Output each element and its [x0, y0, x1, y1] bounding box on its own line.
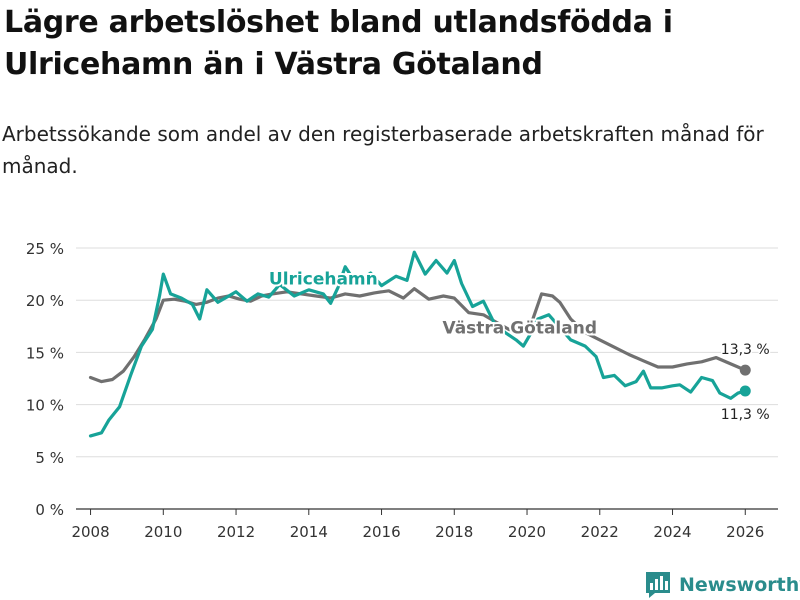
- vastra-gotaland-end-label: 13,3 %: [721, 342, 770, 358]
- y-tick-label: 5 %: [35, 449, 64, 467]
- x-tick-label: 2012: [217, 523, 255, 541]
- y-tick-label: 20 %: [26, 292, 64, 310]
- chart-subtitle: Arbetssökande som andel av den registerb…: [2, 122, 764, 178]
- gridlines: [76, 247, 778, 510]
- ulricehamn-line: [88, 250, 747, 438]
- series-lines: [88, 250, 751, 438]
- newsworthy-logo: Newsworthy: [645, 570, 800, 600]
- y-axis-ticks: 0 % 5 % 10 % 15 % 20 % 25 %: [26, 240, 64, 519]
- chart-title: Lägre arbetslöshet bland utlandsfödda i …: [4, 5, 673, 82]
- vastra-gotaland-series-label: Västra Götaland: [442, 318, 597, 338]
- y-tick-label: 15 %: [26, 344, 64, 362]
- x-axis-ticks: 2008 2010 2012 2014 2016 2018 2020 2022 2024 2026: [71, 509, 764, 541]
- line-chart: 0 %5 %10 %15 %20 %25 % 2008 2010 2012 2014 2…: [26, 240, 778, 541]
- x-tick-label: 2022: [581, 523, 619, 541]
- brand-name: Newsworthy: [679, 574, 800, 596]
- bar-chart-logo-icon: [646, 572, 670, 598]
- vastra-gotaland-line: [88, 287, 747, 384]
- series-labels: Ulricehamn Västra Götaland 13,3 % 11,3 %: [267, 267, 771, 424]
- x-tick-label: 2008: [71, 523, 109, 541]
- x-tick-label: 2020: [508, 523, 546, 541]
- vastra-gotaland-end-point: [739, 364, 751, 376]
- x-tick-label: 2010: [144, 523, 182, 541]
- x-tick-label: 2014: [290, 523, 328, 541]
- ulricehamn-series-label: Ulricehamn: [269, 269, 378, 289]
- y-tick-label: 10 %: [26, 397, 64, 415]
- y-tick-label: 25 %: [26, 240, 64, 258]
- x-tick-label: 2018: [435, 523, 473, 541]
- x-tick-label: 2024: [653, 523, 691, 541]
- x-tick-label: 2026: [726, 523, 764, 541]
- ulricehamn-end-point: [739, 385, 751, 397]
- ulricehamn-end-label: 11,3 %: [721, 407, 770, 423]
- x-tick-label: 2016: [362, 523, 400, 541]
- y-tick-label: 0 %: [35, 501, 64, 519]
